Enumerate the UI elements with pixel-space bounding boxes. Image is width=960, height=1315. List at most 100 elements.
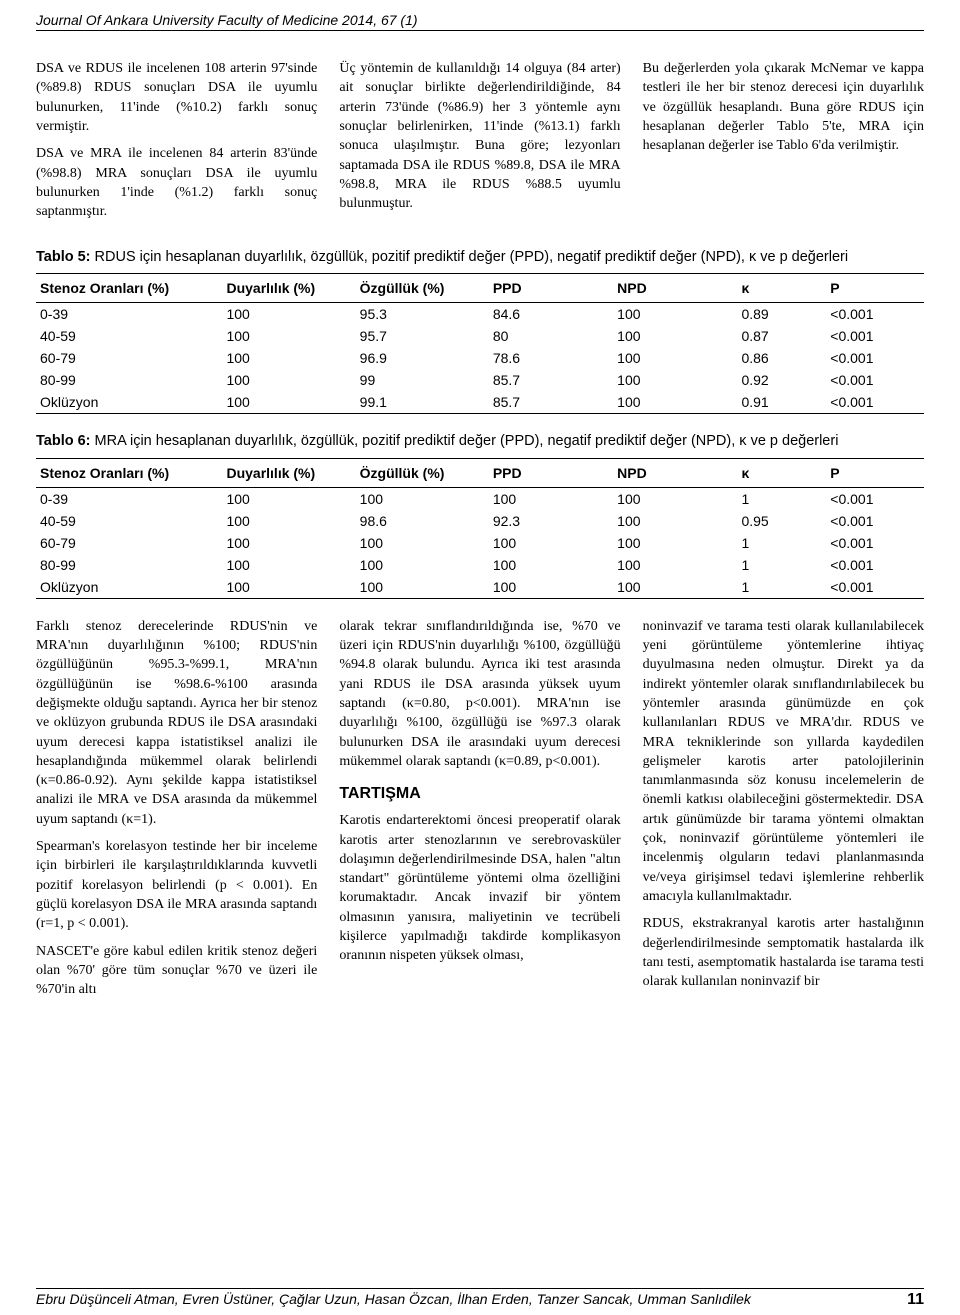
running-head: Journal Of Ankara University Faculty of … [36, 12, 924, 31]
table-row: 0-3910095.384.61000.89<0.001 [36, 303, 924, 326]
table-cell: <0.001 [826, 391, 924, 414]
top-col-3: Bu değerlerden yola çıkarak McNemar ve k… [643, 59, 924, 230]
table-header-cell: P [826, 458, 924, 487]
table-cell: 100 [613, 391, 737, 414]
table-cell: <0.001 [826, 303, 924, 326]
table-cell: 100 [222, 303, 355, 326]
table5: Stenoz Oranları (%)Duyarlılık (%)Özgüllü… [36, 273, 924, 414]
table-cell: 0-39 [36, 487, 222, 510]
paragraph: Karotis endarterektomi öncesi preoperati… [339, 811, 620, 966]
table-cell: <0.001 [826, 510, 924, 532]
table-row: 60-791001001001001<0.001 [36, 532, 924, 554]
table-row: 60-7910096.978.61000.86<0.001 [36, 347, 924, 369]
table-cell: 80-99 [36, 554, 222, 576]
paragraph: DSA ve MRA ile incelenen 84 arterin 83'ü… [36, 144, 317, 221]
table-cell: 40-59 [36, 510, 222, 532]
table-cell: 95.3 [356, 303, 489, 326]
paragraph: RDUS, ekstrakranyal karotis arter hastal… [643, 914, 924, 991]
table-cell: 100 [489, 532, 613, 554]
table-cell: 0.86 [737, 347, 826, 369]
paragraph: Farklı stenoz derecelerinde RDUS'nin ve … [36, 617, 317, 829]
paragraph: Spearman's korelasyon testinde her bir i… [36, 837, 317, 934]
table-header-cell: κ [737, 458, 826, 487]
table-cell: 100 [489, 487, 613, 510]
table-cell: 100 [613, 325, 737, 347]
table-header-cell: Özgüllük (%) [356, 458, 489, 487]
table-row: Oklüzyon10099.185.71000.91<0.001 [36, 391, 924, 414]
table-header-cell: PPD [489, 274, 613, 303]
table-cell: 100 [222, 369, 355, 391]
footer: Ebru Düşünceli Atman, Evren Üstüner, Çağ… [36, 1288, 924, 1309]
table-cell: 100 [356, 487, 489, 510]
table-cell: 100 [222, 325, 355, 347]
table-cell: 95.7 [356, 325, 489, 347]
table-header-cell: Stenoz Oranları (%) [36, 458, 222, 487]
table-cell: 100 [222, 347, 355, 369]
table-cell: 100 [613, 303, 737, 326]
table-cell: 100 [613, 369, 737, 391]
page: Journal Of Ankara University Faculty of … [0, 0, 960, 1315]
table-cell: 85.7 [489, 369, 613, 391]
paragraph: DSA ve RDUS ile incelenen 108 arterin 97… [36, 59, 317, 136]
table5-caption-label: Tablo 5: [36, 249, 91, 265]
top-col-1: DSA ve RDUS ile incelenen 108 arterin 97… [36, 59, 317, 230]
table-cell: 100 [222, 532, 355, 554]
table6-body: 0-391001001001001<0.00140-5910098.692.31… [36, 487, 924, 598]
table-cell: 100 [356, 576, 489, 599]
table-cell: 100 [613, 554, 737, 576]
table-cell: 80-99 [36, 369, 222, 391]
table-cell: 100 [222, 510, 355, 532]
table-cell: 78.6 [489, 347, 613, 369]
top-col-2: Üç yöntemin de kullanıldığı 14 olguya (8… [339, 59, 620, 230]
table-cell: 60-79 [36, 347, 222, 369]
table-cell: 92.3 [489, 510, 613, 532]
paragraph: Bu değerlerden yola çıkarak McNemar ve k… [643, 59, 924, 156]
table-cell: 100 [222, 391, 355, 414]
table-header-cell: Duyarlılık (%) [222, 274, 355, 303]
paragraph: noninvazif ve tarama testi olarak kullan… [643, 617, 924, 907]
table-cell: 1 [737, 487, 826, 510]
table-cell: Oklüzyon [36, 576, 222, 599]
table-header-cell: Stenoz Oranları (%) [36, 274, 222, 303]
table-cell: <0.001 [826, 576, 924, 599]
table-cell: 1 [737, 554, 826, 576]
table6-caption-label: Tablo 6: [36, 433, 91, 449]
table-cell: 100 [222, 554, 355, 576]
table-cell: 0.87 [737, 325, 826, 347]
table-row: 80-991001001001001<0.001 [36, 554, 924, 576]
table-cell: <0.001 [826, 532, 924, 554]
table-header-cell: κ [737, 274, 826, 303]
table-cell: 99.1 [356, 391, 489, 414]
table5-block: Tablo 5: RDUS için hesaplanan duyarlılık… [36, 248, 924, 415]
table-cell: 40-59 [36, 325, 222, 347]
table-cell: 100 [489, 554, 613, 576]
table-cell: 100 [222, 576, 355, 599]
table-row: 40-5910095.7801000.87<0.001 [36, 325, 924, 347]
table-cell: 100 [356, 554, 489, 576]
table-cell: 100 [613, 576, 737, 599]
table-cell: 99 [356, 369, 489, 391]
table-cell: 100 [613, 487, 737, 510]
table-cell: 100 [613, 347, 737, 369]
table6-header-row: Stenoz Oranları (%)Duyarlılık (%)Özgüllü… [36, 458, 924, 487]
section-heading-tartisma: TARTIŞMA [339, 783, 620, 805]
bottom-col-2: olarak tekrar sınıflandırıldığında ise, … [339, 617, 620, 1008]
table-cell: <0.001 [826, 487, 924, 510]
table5-header-row: Stenoz Oranları (%)Duyarlılık (%)Özgüllü… [36, 274, 924, 303]
table-cell: 85.7 [489, 391, 613, 414]
table5-caption: Tablo 5: RDUS için hesaplanan duyarlılık… [36, 248, 924, 268]
table-cell: 0.95 [737, 510, 826, 532]
table-cell: 60-79 [36, 532, 222, 554]
table-header-cell: P [826, 274, 924, 303]
table6: Stenoz Oranları (%)Duyarlılık (%)Özgüllü… [36, 458, 924, 599]
table-cell: 100 [356, 532, 489, 554]
table-cell: 0.89 [737, 303, 826, 326]
table6-block: Tablo 6: MRA için hesaplanan duyarlılık,… [36, 432, 924, 599]
table-cell: 80 [489, 325, 613, 347]
table-cell: 100 [222, 487, 355, 510]
table-cell: <0.001 [826, 347, 924, 369]
bottom-col-3: noninvazif ve tarama testi olarak kullan… [643, 617, 924, 1008]
table5-caption-text: RDUS için hesaplanan duyarlılık, özgüllü… [91, 249, 849, 265]
table-cell: 100 [613, 510, 737, 532]
table6-caption-text: MRA için hesaplanan duyarlılık, özgüllük… [91, 433, 839, 449]
